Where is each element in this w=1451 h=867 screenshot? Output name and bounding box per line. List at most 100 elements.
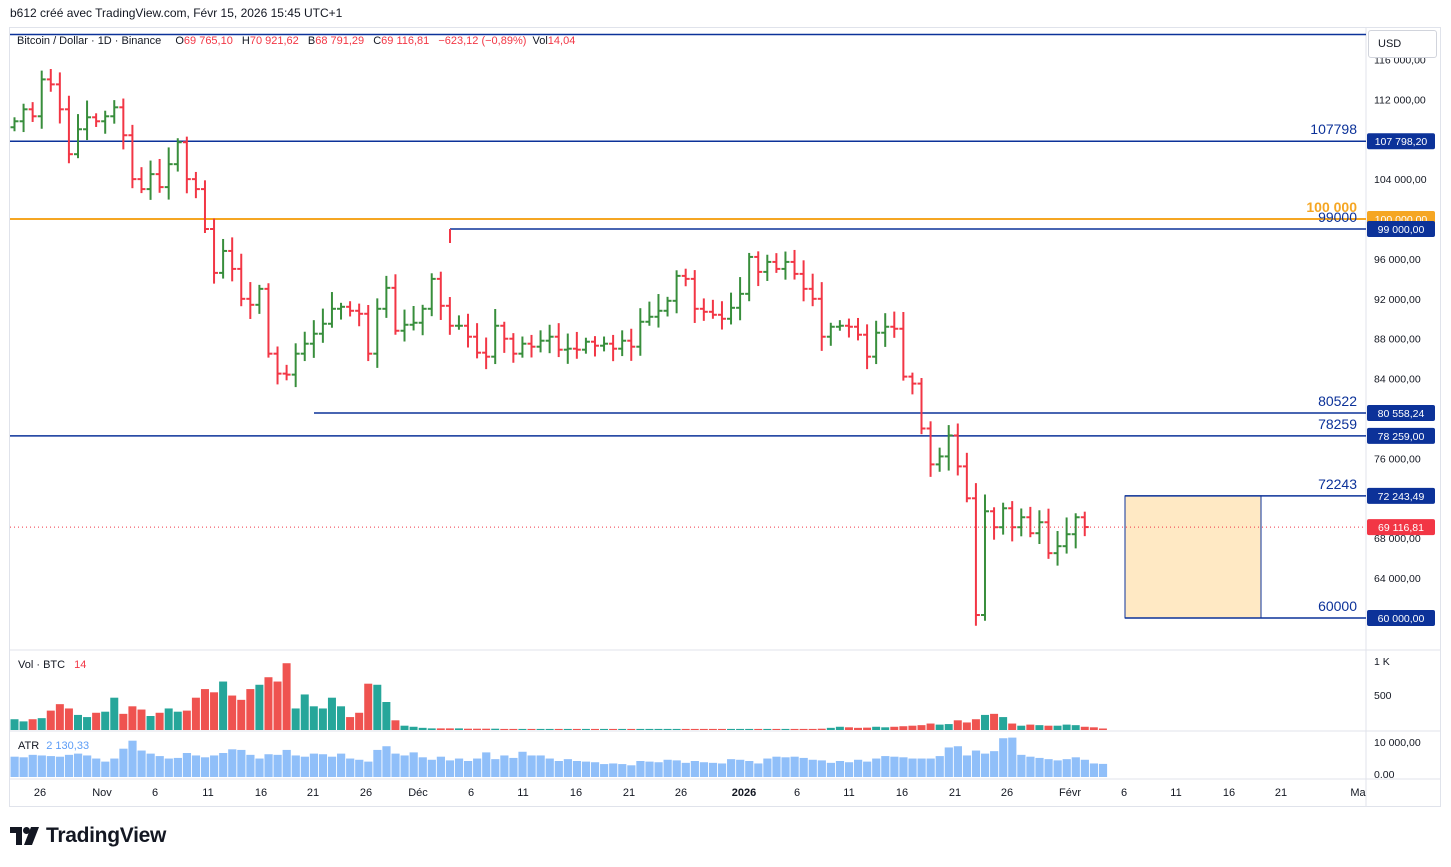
price-bar[interactable]: [935, 447, 944, 472]
price-bar[interactable]: [110, 100, 119, 124]
price-bar[interactable]: [727, 292, 736, 325]
price-bar[interactable]: [28, 102, 37, 122]
price-bar[interactable]: [545, 324, 554, 354]
price-bar[interactable]: [300, 331, 309, 362]
price-bar[interactable]: [572, 331, 581, 359]
price-bar[interactable]: [228, 237, 237, 282]
price-bar[interactable]: [1071, 513, 1080, 549]
price-bar[interactable]: [364, 305, 373, 362]
price-bar[interactable]: [246, 282, 255, 319]
price-bar[interactable]: [273, 346, 282, 385]
price-bar[interactable]: [772, 253, 781, 273]
price-bar[interactable]: [146, 160, 155, 200]
price-bar[interactable]: [745, 252, 754, 302]
price-bar[interactable]: [37, 70, 46, 129]
price-bar[interactable]: [92, 113, 101, 127]
price-bar[interactable]: [373, 298, 382, 368]
price-bar[interactable]: [445, 297, 454, 335]
price-bar[interactable]: [191, 171, 200, 199]
price-bar[interactable]: [863, 324, 872, 370]
range-zone[interactable]: [1124, 495, 1262, 619]
price-bar[interactable]: [763, 254, 772, 281]
price-bar[interactable]: [237, 253, 246, 307]
price-bar[interactable]: [781, 251, 790, 280]
price-bar[interactable]: [327, 292, 336, 328]
price-bar[interactable]: [980, 494, 989, 621]
price-bar[interactable]: [881, 313, 890, 347]
price-bar[interactable]: [663, 296, 672, 317]
price-bar[interactable]: [464, 313, 472, 348]
price-bar[interactable]: [736, 277, 745, 321]
price-bar[interactable]: [600, 336, 609, 352]
price-bar[interactable]: [690, 270, 699, 323]
price-bar[interactable]: [346, 301, 355, 317]
price-bar[interactable]: [337, 302, 346, 320]
price-bar[interactable]: [908, 372, 917, 395]
price-bar[interactable]: [590, 336, 599, 357]
price-bar[interactable]: [681, 268, 690, 287]
price-bar[interactable]: [962, 452, 971, 503]
price-bar[interactable]: [618, 330, 627, 357]
price-bar[interactable]: [754, 251, 763, 287]
price-bar[interactable]: [835, 320, 844, 331]
price-bar[interactable]: [509, 333, 518, 363]
price-bar[interactable]: [318, 308, 327, 343]
price-bar[interactable]: [1017, 508, 1026, 537]
price-bar[interactable]: [799, 260, 808, 302]
price-bar[interactable]: [482, 337, 491, 370]
price-bar[interactable]: [581, 337, 590, 354]
price-bar[interactable]: [844, 318, 853, 338]
price-bar[interactable]: [182, 136, 191, 194]
price-bar[interactable]: [790, 249, 799, 280]
price-bar[interactable]: [854, 317, 863, 341]
price-bar[interactable]: [173, 138, 182, 172]
price-bar[interactable]: [46, 69, 55, 92]
price-bar[interactable]: [382, 275, 391, 318]
price-bar[interactable]: [554, 323, 563, 358]
price-bar[interactable]: [636, 308, 645, 356]
price-bar[interactable]: [808, 273, 817, 307]
price-bar[interactable]: [210, 218, 219, 284]
price-bar[interactable]: [83, 100, 92, 141]
price-bar[interactable]: [609, 334, 618, 362]
price-bar[interactable]: [563, 333, 572, 364]
price-bar[interactable]: [427, 273, 436, 317]
price-bar[interactable]: [1044, 508, 1053, 559]
price-bar[interactable]: [128, 124, 137, 189]
price-bar[interactable]: [917, 378, 926, 435]
price-bar[interactable]: [645, 301, 654, 326]
price-bar[interactable]: [137, 167, 146, 194]
price-bar[interactable]: [890, 311, 899, 338]
price-bar[interactable]: [418, 304, 427, 336]
price-bar[interactable]: [708, 299, 717, 319]
price-bar[interactable]: [654, 294, 663, 328]
price-bar[interactable]: [672, 270, 681, 314]
price-bar[interactable]: [309, 320, 318, 358]
price-bar[interactable]: [999, 502, 1008, 535]
price-bar[interactable]: [926, 421, 935, 477]
price-bar[interactable]: [971, 483, 980, 626]
price-bar[interactable]: [500, 321, 509, 353]
price-bar[interactable]: [953, 423, 962, 476]
price-bar[interactable]: [536, 330, 545, 353]
price-bar[interactable]: [155, 158, 164, 193]
price-bar[interactable]: [1035, 510, 1044, 544]
price-bar[interactable]: [527, 334, 536, 358]
price-bar[interactable]: [473, 323, 482, 359]
price-bar[interactable]: [164, 147, 173, 200]
price-bar[interactable]: [355, 303, 364, 327]
price-bar[interactable]: [400, 309, 409, 342]
price-bar[interactable]: [119, 98, 128, 150]
price-bar[interactable]: [101, 110, 110, 134]
price-bar[interactable]: [990, 507, 999, 540]
price-bar[interactable]: [219, 238, 228, 279]
price-bar[interactable]: [73, 114, 82, 159]
price-bar[interactable]: [436, 271, 445, 320]
price-bar[interactable]: [717, 301, 726, 330]
price-bar[interactable]: [200, 180, 209, 233]
price-bar[interactable]: [817, 282, 826, 351]
price-bar[interactable]: [699, 298, 708, 321]
price-bar[interactable]: [1026, 506, 1035, 538]
price-bar[interactable]: [872, 320, 881, 365]
